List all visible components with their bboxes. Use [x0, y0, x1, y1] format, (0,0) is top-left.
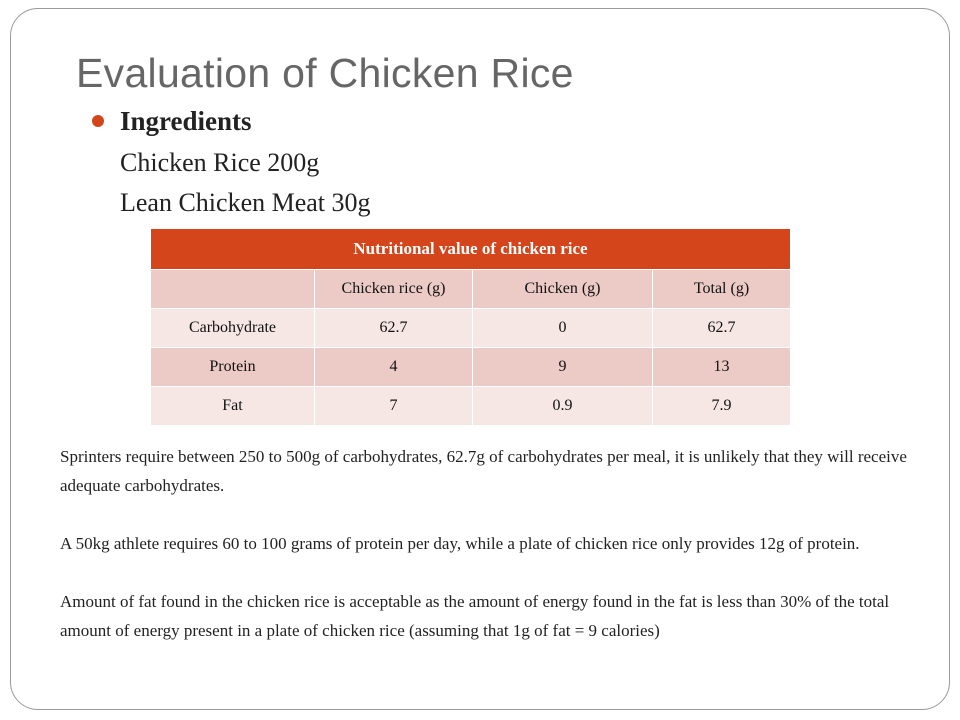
table-header-row: Chicken rice (g) Chicken (g) Total (g): [150, 269, 792, 309]
slide-title: Evaluation of Chicken Rice: [76, 50, 574, 96]
table-row: Protein 4 9 13: [150, 347, 792, 387]
paragraph-carbohydrates: Sprinters require between 250 to 500g of…: [60, 447, 907, 495]
bullet-dot-icon: [92, 115, 104, 127]
table-cell: 4: [314, 347, 473, 387]
table-cell: 62.7: [314, 308, 473, 348]
row-label-carbohydrate: Carbohydrate: [150, 308, 315, 348]
header-cell-chicken: Chicken (g): [472, 269, 653, 309]
body-text: Sprinters require between 250 to 500g of…: [60, 442, 910, 645]
header-cell-blank: [150, 269, 315, 309]
header-cell-chicken-rice: Chicken rice (g): [314, 269, 473, 309]
table-cell: 62.7: [651, 308, 792, 348]
table-cell: 7: [314, 386, 473, 426]
row-label-fat: Fat: [150, 386, 315, 426]
table-cell: 0: [472, 308, 653, 348]
table-cell: 7.9: [651, 386, 792, 426]
ingredient-lean-chicken: Lean Chicken Meat 30g: [120, 188, 371, 217]
table-cell: 9: [472, 347, 653, 387]
table-caption: Nutritional value of chicken rice: [149, 228, 792, 270]
table-row: Carbohydrate 62.7 0 62.7: [150, 308, 792, 348]
table-cell: 0.9: [472, 386, 653, 426]
row-label-protein: Protein: [150, 347, 315, 387]
paragraph-protein: A 50kg athlete requires 60 to 100 grams …: [60, 534, 860, 553]
ingredients-heading: Ingredients: [120, 106, 252, 136]
table-row: Fat 7 0.9 7.9: [150, 386, 792, 426]
table-cell: 13: [651, 347, 792, 387]
header-cell-total: Total (g): [651, 269, 792, 309]
paragraph-fat: Amount of fat found in the chicken rice …: [60, 592, 890, 640]
ingredient-chicken-rice: Chicken Rice 200g: [120, 148, 320, 177]
nutrition-table: Nutritional value of chicken rice Chicke…: [149, 228, 792, 426]
